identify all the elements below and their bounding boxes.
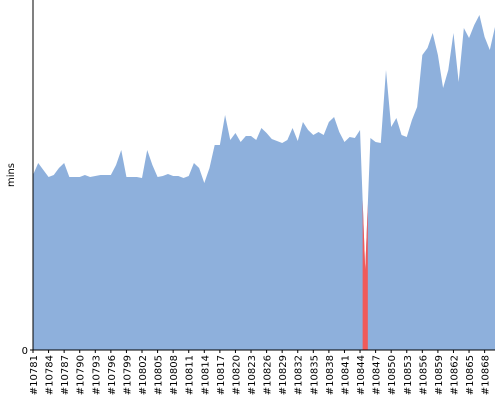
x-tick-label: #10850	[387, 355, 398, 395]
x-tick-label: #10832	[294, 355, 305, 395]
x-tick-label: #10808	[169, 355, 180, 395]
x-tick-label: #10781	[29, 355, 40, 395]
y-tick-label: 0	[22, 346, 28, 357]
x-tick-label: #10853	[403, 355, 414, 395]
x-tick-label: #10796	[107, 355, 118, 395]
highlight-area	[362, 200, 368, 350]
y-axis-label: mins	[6, 163, 17, 187]
x-tick-label: #10820	[231, 355, 242, 395]
x-tick-label: #10793	[91, 355, 102, 395]
x-tick-label: #10835	[309, 355, 320, 395]
x-tick-label: #10814	[200, 355, 211, 395]
x-tick-label: #10787	[60, 355, 71, 395]
x-tick-label: #10859	[434, 355, 445, 395]
area	[33, 15, 495, 350]
x-tick-label: #10817	[216, 355, 227, 395]
x-tick-label: #10829	[278, 355, 289, 395]
x-tick-label: #10868	[481, 355, 492, 395]
x-tick-label: #10841	[340, 355, 351, 395]
x-tick-label: #10865	[465, 355, 476, 395]
x-tick-label: #10799	[122, 355, 133, 395]
x-tick-label: #10784	[45, 355, 56, 395]
x-tick-label: #10802	[138, 355, 149, 395]
x-tick-label: #10847	[372, 355, 383, 395]
x-tick-label: #10790	[76, 355, 87, 395]
x-tick-label: #10862	[449, 355, 460, 395]
x-tick-label: #10844	[356, 355, 367, 395]
x-tick-label: #10826	[263, 355, 274, 395]
x-tick-label: #10856	[418, 355, 429, 395]
x-tick-label: #10823	[247, 355, 258, 395]
x-tick-label: #10811	[185, 355, 196, 395]
x-tick-label: #10805	[154, 355, 165, 395]
x-tick-label: #10838	[325, 355, 336, 395]
